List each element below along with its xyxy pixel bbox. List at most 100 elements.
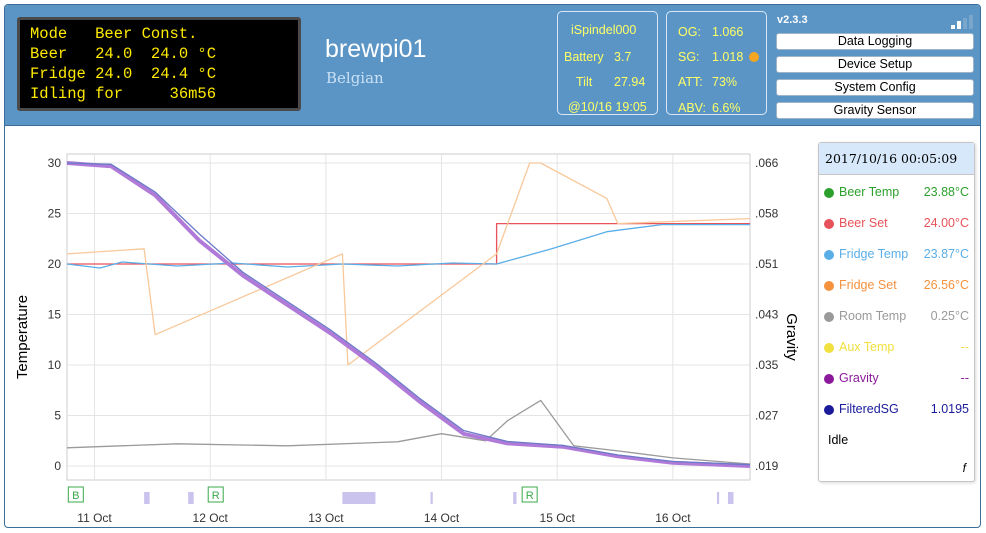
legend-dot-icon [824,250,834,260]
gravity-sensor-button[interactable]: Gravity Sensor [776,102,974,119]
legend-item-name: Fridge Temp [839,247,909,261]
sg-value: 1.018 [712,50,744,64]
legend-dot-icon [824,405,834,415]
event-strip-block [342,492,376,504]
temperature-gravity-chart[interactable]: 30 25 20 15 10 5 0 .066 .058 .051 .043 .035 .027 .01… [5,126,817,528]
y-tick-label: 25 [48,207,62,221]
legend-item-value: 1.0195 [930,402,969,416]
legend-timestamp: 2017/10/16 00:05:09 [819,143,974,175]
tilt-label: Tilt [576,75,593,89]
annotation-marker-r[interactable]: R [207,486,224,503]
legend-item-value: -- [960,340,969,354]
legend-item-value: -- [960,371,969,385]
series-gravity [66,161,751,468]
annotation-marker-r[interactable]: R [521,486,538,503]
legend-item-beer-set[interactable]: Beer Set 24.00°C [824,216,969,232]
device-setup-button[interactable]: Device Setup [776,56,974,73]
x-tick-label: 11 Oct [77,511,112,525]
legend-item-name: Gravity [839,371,879,385]
chart-area[interactable]: 30 25 20 15 10 5 0 .066 .058 .051 .043 .035 .027 .01… [5,126,817,528]
og-label: OG: [678,25,701,39]
legend-item-value: 26.56°C [923,278,969,292]
plot-background [66,153,751,481]
battery-label: Battery [564,50,604,64]
event-strip-block [727,492,734,504]
event-strip-block [716,492,720,504]
sg-label: SG: [678,50,700,64]
event-strip-block [188,492,194,504]
x-tick-label: 13 Oct [308,511,344,525]
y2-axis-ticks: .066 .058 .051 .043 .035 .027 .019 [755,156,779,473]
legend-item-fridge-set[interactable]: Fridge Set 26.56°C [824,278,969,294]
y-tick-label: 0 [54,459,61,473]
legend-item-aux-temp[interactable]: Aux Temp -- [824,340,969,356]
controller-state: Idle [828,433,849,447]
marker-label: R [212,490,220,502]
series-fridge-temp [66,223,750,269]
version-label: v2.3.3 [777,14,808,26]
legend-item-fridge-temp[interactable]: Fridge Temp 23.87°C [824,247,969,263]
legend-item-gravity[interactable]: Gravity -- [824,371,969,387]
y-tick-label: 15 [48,308,62,322]
lcd-display: Mode Beer Const. Beer 24.0 24.0 °C Fridg… [17,17,301,111]
device-title: brewpi01 [325,35,427,63]
lcd-line-1: Mode Beer Const. [30,25,198,43]
lcd-line-2: Beer 24.0 24.0 °C [30,45,217,63]
lcd-line-4: Idling for 36m56 [30,85,217,103]
y2-tick-label: .035 [755,358,779,372]
marker-label: B [72,490,79,502]
legend-f-label[interactable]: f [962,461,966,475]
wifi-signal-icon [951,15,973,29]
ispindel-updated: @10/16 19:05 [568,100,647,114]
x-tick-label: 12 Oct [193,511,229,525]
app-frame: Mode Beer Const. Beer 24.0 24.0 °C Fridg… [4,4,981,528]
legend-item-name: Aux Temp [839,340,895,354]
x-axis-ticks: 11 Oct 12 Oct 13 Oct 14 Oct 15 Oct 16 Oct [77,511,691,525]
y2-tick-label: .051 [755,257,779,271]
system-config-button[interactable]: System Config [776,79,974,96]
tilt-value: 27.94 [614,75,646,89]
legend-dot-icon [824,343,834,353]
series-room-temp [66,399,751,465]
legend-item-filteredsg[interactable]: FilteredSG 1.0195 [824,402,969,418]
event-strip-block [430,492,433,504]
sg-indicator-icon [749,52,759,62]
legend-dot-icon [824,219,834,229]
legend-dot-icon [824,281,834,291]
legend-item-beer-temp[interactable]: Beer Temp 23.88°C [824,185,969,201]
legend-item-name: Beer Set [839,216,888,230]
x-tick-label: 15 Oct [540,511,576,525]
y2-tick-label: .019 [755,459,779,473]
chart-series [66,161,751,468]
legend-dot-icon [824,374,834,384]
chart-grid [66,153,751,504]
abv-value: 6.6% [712,101,741,115]
series-filteredsg [66,162,751,466]
y2-tick-label: .043 [755,308,779,322]
annotation-marker-b[interactable]: B [67,486,84,503]
beer-name: Belgian [326,69,384,87]
y2-tick-label: .027 [755,409,779,423]
data-logging-button[interactable]: Data Logging [776,33,974,50]
legend-panel: 2017/10/16 00:05:09 Beer Temp 23.88°C Beer… [818,142,975,482]
gravity-panel: OG: 1.066 SG: 1.018 ATT: 73% ABV: 6.6% [666,11,767,115]
legend-item-value: 23.87°C [923,247,969,261]
event-strip-block [513,492,517,504]
legend-dot-icon [824,188,834,198]
legend-item-room-temp[interactable]: Room Temp 0.25°C [824,309,969,325]
og-value: 1.066 [712,25,744,39]
legend-item-name: Beer Temp [839,185,900,199]
marker-box [207,486,224,503]
header-bar: Mode Beer Const. Beer 24.0 24.0 °C Fridg… [5,5,980,126]
y-tick-label: 20 [48,257,62,271]
legend-item-value: 24.00°C [923,216,969,230]
y-axis-ticks: 30 25 20 15 10 5 0 [48,156,62,473]
att-label: ATT: [678,75,703,89]
marker-label: R [526,490,534,502]
legend-item-name: FilteredSG [839,402,899,416]
battery-value: 3.7 [614,50,632,64]
series-fridge-set [66,162,751,366]
x-tick-label: 16 Oct [655,511,691,525]
y-tick-label: 10 [48,358,62,372]
